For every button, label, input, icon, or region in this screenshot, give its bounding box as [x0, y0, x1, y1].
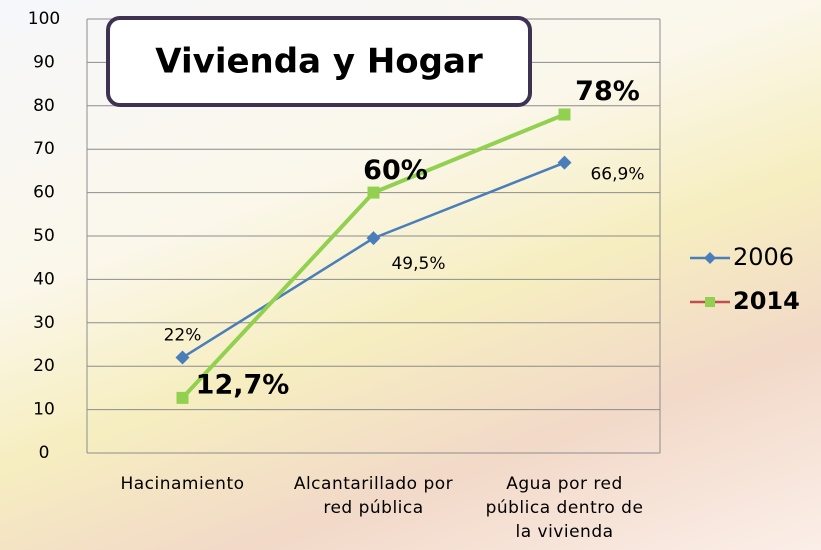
marker: [559, 108, 571, 120]
y-tick-label: 10: [33, 400, 55, 420]
y-tick-label: 40: [33, 269, 55, 289]
data-label: 12,7%: [196, 369, 290, 400]
data-label: 66,9%: [590, 165, 644, 185]
y-tick-label: 70: [33, 139, 55, 159]
y-tick-label: 20: [33, 356, 55, 376]
marker: [176, 351, 190, 365]
y-tick-label: 60: [33, 183, 55, 203]
legend-marker: [705, 297, 715, 307]
y-tick-label: 90: [33, 52, 55, 72]
data-label: 78%: [575, 76, 640, 107]
page: 0102030405060708090100 Vivienda y Hogar …: [0, 0, 821, 550]
y-tick-label: 80: [33, 96, 55, 116]
y-tick-label: 100: [28, 9, 60, 29]
marker: [558, 156, 572, 170]
y-tick-label: 30: [33, 313, 55, 333]
legend-label: 2006: [733, 243, 794, 271]
marker: [177, 392, 189, 404]
chart: 0102030405060708090100 Vivienda y Hogar …: [0, 0, 821, 550]
marker: [367, 231, 381, 245]
x-tick-label: Agua por red pública dentro de la vivien…: [480, 472, 650, 544]
y-tick-label: 50: [33, 226, 55, 246]
data-label: 60%: [363, 155, 428, 186]
chart-title: Vivienda y Hogar: [155, 42, 483, 82]
marker: [368, 187, 380, 199]
data-label: 22%: [164, 326, 202, 346]
data-label: 49,5%: [391, 254, 445, 274]
y-tick-label: 0: [39, 443, 50, 463]
legend-marker: [704, 252, 716, 264]
legend-label: 2014: [733, 287, 800, 315]
x-tick-label: Alcantarillado por red pública: [289, 472, 459, 520]
x-tick-label: Hacinamiento: [93, 472, 273, 496]
